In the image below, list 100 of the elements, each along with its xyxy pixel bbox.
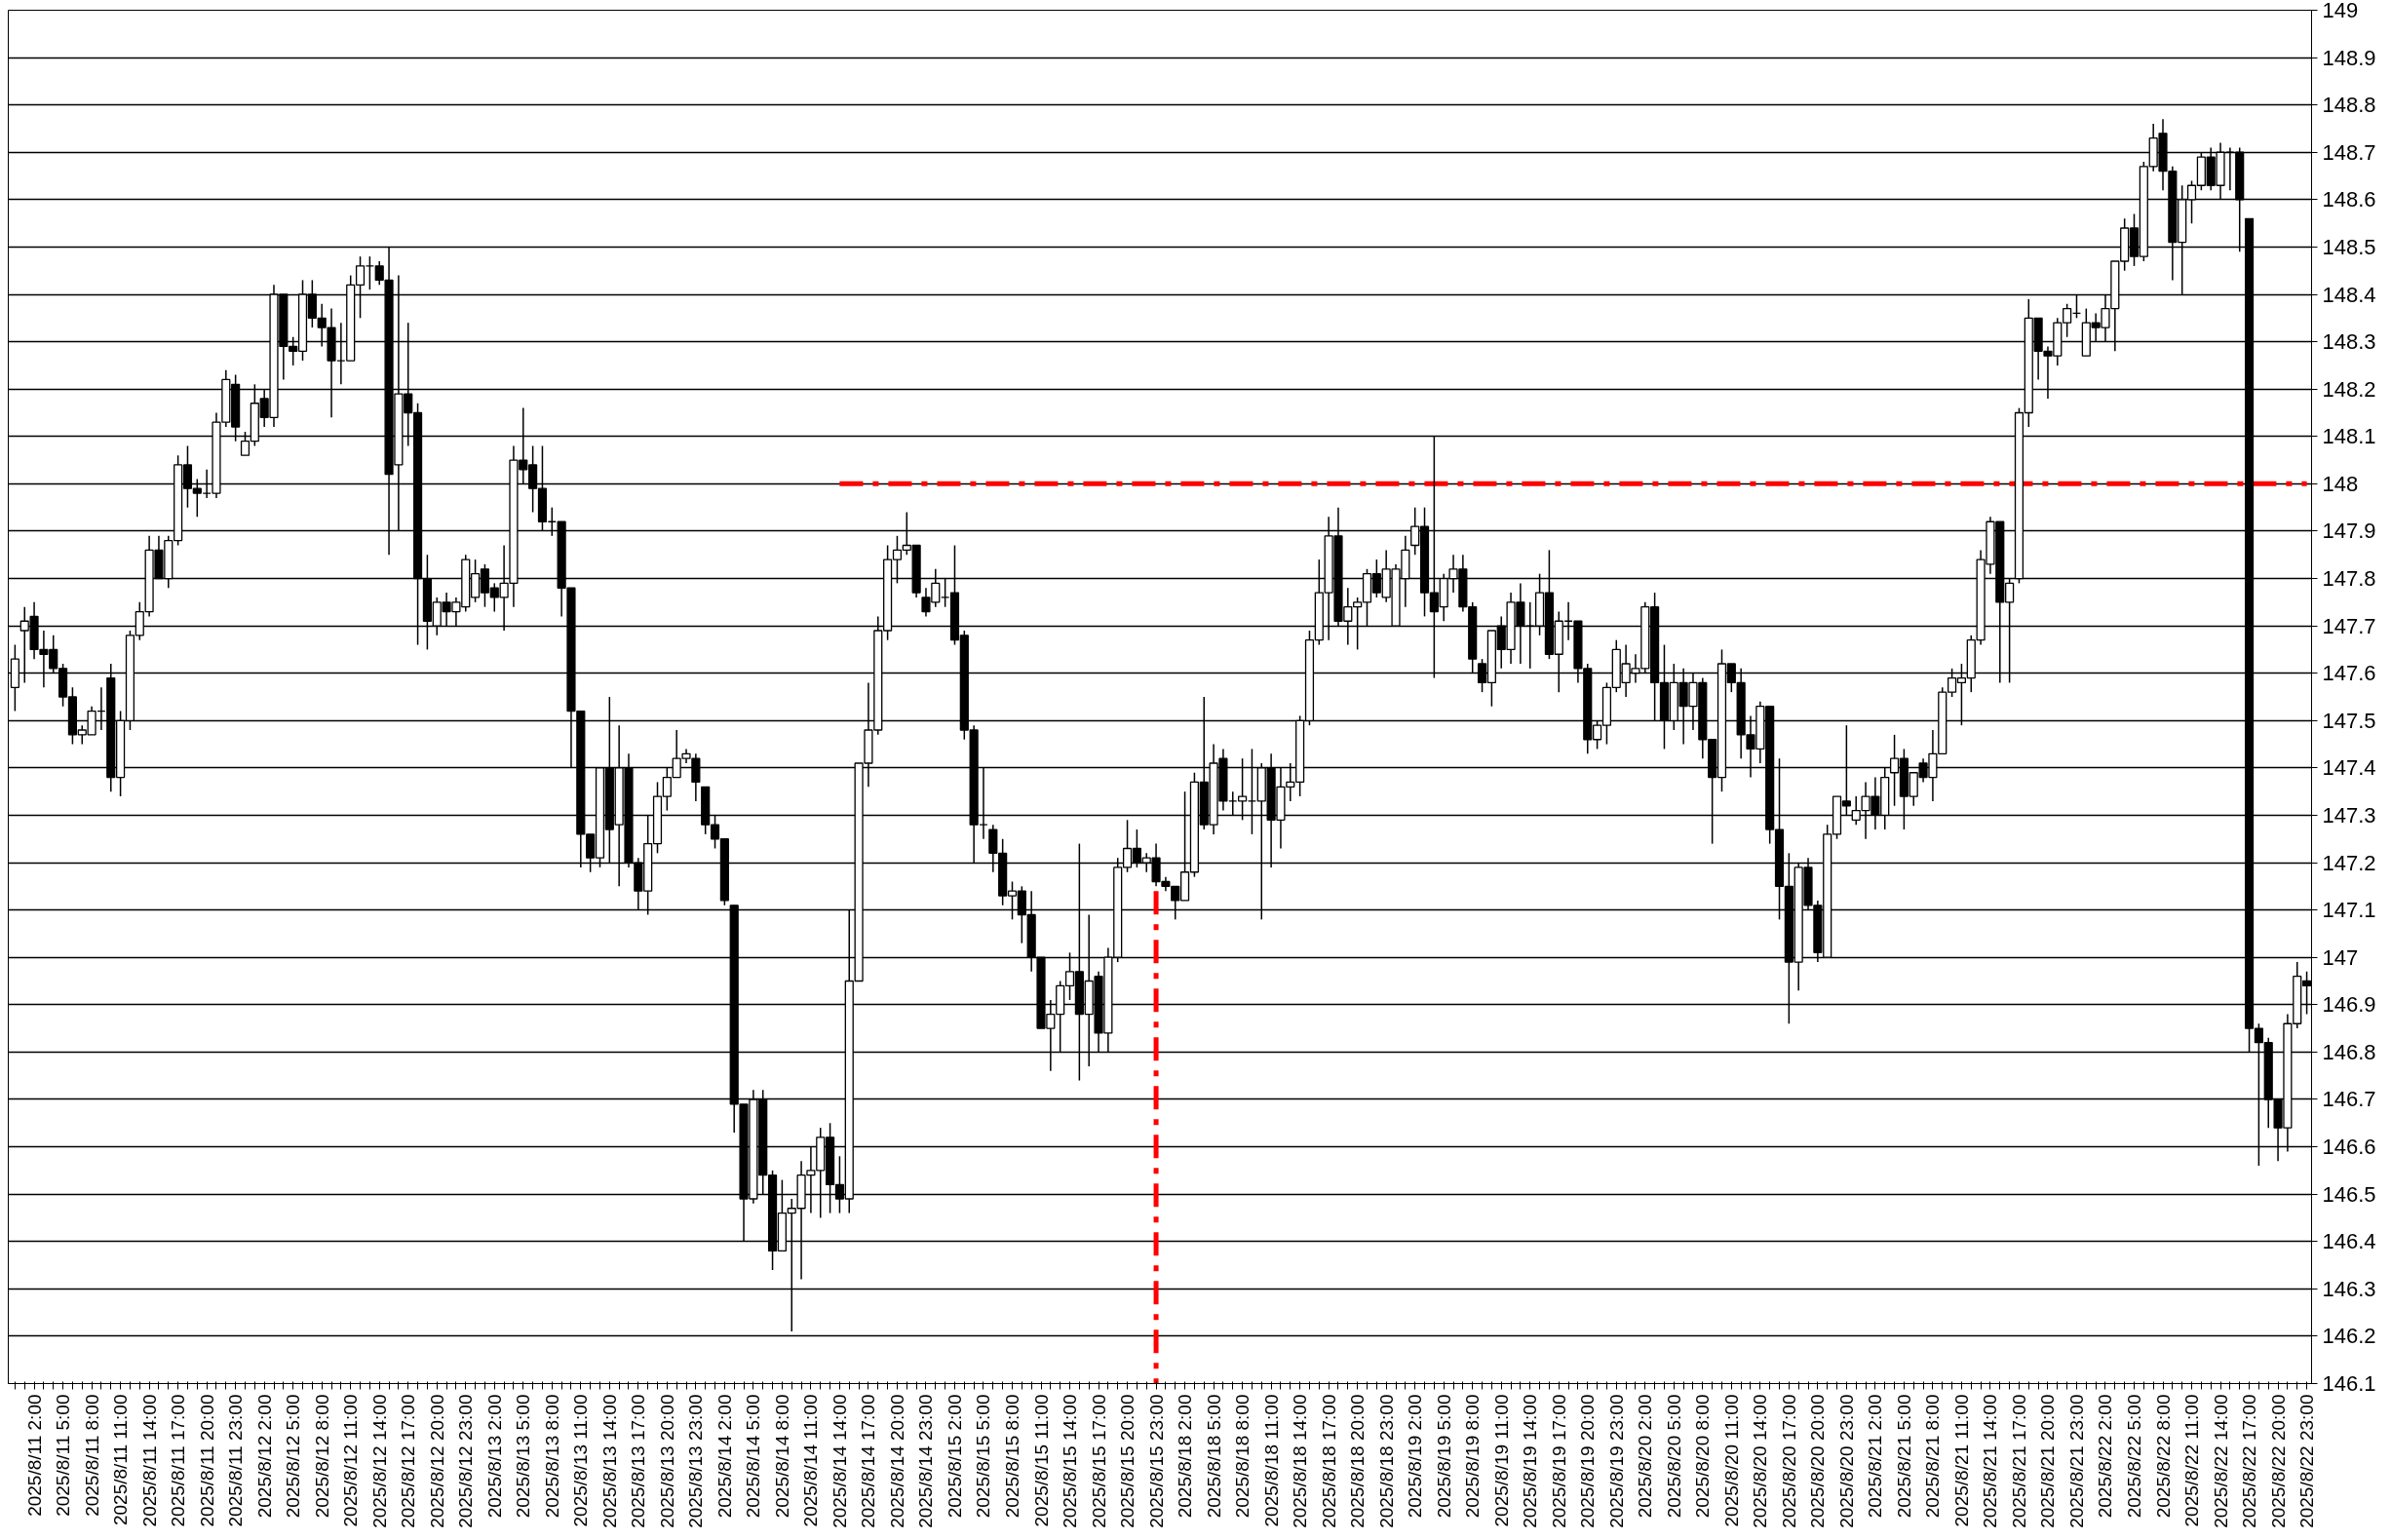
x-tick-label: 2025/8/22 17:00 — [2239, 1394, 2260, 1528]
x-tick-label: 2025/8/15 11:00 — [1030, 1394, 1052, 1527]
x-tick-label: 2025/8/20 14:00 — [1750, 1394, 1771, 1528]
x-tick-label: 2025/8/19 2:00 — [1405, 1394, 1426, 1519]
x-tick-label: 2025/8/13 8:00 — [541, 1394, 562, 1519]
x-tick-label: 2025/8/11 14:00 — [138, 1394, 160, 1527]
x-tick-label: 2025/8/14 20:00 — [886, 1394, 907, 1528]
x-tick-label: 2025/8/22 20:00 — [2267, 1394, 2289, 1528]
x-tick-label: 2025/8/20 20:00 — [1807, 1394, 1829, 1528]
y-tick-label: 148.4 — [2322, 282, 2376, 307]
x-tick-label: 2025/8/20 5:00 — [1663, 1394, 1684, 1519]
x-tick-label: 2025/8/14 5:00 — [743, 1394, 764, 1519]
y-tick-label: 148.3 — [2322, 329, 2376, 355]
x-tick-label: 2025/8/20 11:00 — [1720, 1394, 1742, 1527]
y-tick-label: 147.6 — [2322, 661, 2376, 686]
x-tick-label: 2025/8/19 17:00 — [1548, 1394, 1569, 1528]
x-tick-label: 2025/8/18 17:00 — [1318, 1394, 1339, 1528]
x-tick-label: 2025/8/21 23:00 — [2065, 1394, 2087, 1528]
x-tick-label: 2025/8/12 11:00 — [340, 1394, 362, 1527]
x-tick-label: 2025/8/11 11:00 — [110, 1394, 132, 1526]
y-tick-label: 146.2 — [2322, 1324, 2376, 1349]
x-tick-label: 2025/8/18 23:00 — [1375, 1394, 1397, 1528]
x-tick-label: 2025/8/12 2:00 — [253, 1394, 275, 1519]
x-tick-label: 2025/8/22 2:00 — [2095, 1394, 2116, 1519]
x-tick-label: 2025/8/20 23:00 — [1835, 1394, 1857, 1528]
y-tick-label: 146.9 — [2322, 992, 2376, 1018]
x-tick-label: 2025/8/13 17:00 — [628, 1394, 649, 1528]
x-tick-label: 2025/8/22 11:00 — [2181, 1394, 2203, 1527]
x-tick-label: 2025/8/19 14:00 — [1520, 1394, 1541, 1528]
y-tick-label: 148.1 — [2322, 424, 2376, 449]
x-tick-label: 2025/8/18 5:00 — [1203, 1394, 1224, 1519]
x-tick-label: 2025/8/11 17:00 — [168, 1394, 189, 1527]
x-tick-label: 2025/8/15 8:00 — [1002, 1394, 1022, 1519]
x-tick-label: 2025/8/13 2:00 — [483, 1394, 505, 1519]
x-tick-label: 2025/8/21 2:00 — [1865, 1394, 1886, 1519]
y-tick-label: 147.8 — [2322, 566, 2376, 592]
y-tick-label: 146.7 — [2322, 1087, 2376, 1112]
x-tick-label: 2025/8/11 8:00 — [81, 1394, 102, 1517]
y-tick-label: 146.5 — [2322, 1181, 2376, 1207]
y-tick-label: 147.7 — [2322, 613, 2376, 638]
y-tick-label: 148.8 — [2322, 93, 2376, 118]
x-tick-label: 2025/8/11 20:00 — [196, 1394, 217, 1527]
x-tick-label: 2025/8/22 8:00 — [2152, 1394, 2174, 1519]
x-tick-label: 2025/8/15 14:00 — [1060, 1394, 1081, 1528]
y-tick-label: 148.5 — [2322, 234, 2376, 259]
x-tick-label: 2025/8/13 20:00 — [656, 1394, 677, 1528]
x-tick-label: 2025/8/19 20:00 — [1577, 1394, 1599, 1528]
x-tick-label: 2025/8/13 5:00 — [513, 1394, 534, 1519]
y-tick-label: 148.2 — [2322, 376, 2376, 402]
x-tick-label: 2025/8/22 23:00 — [2296, 1394, 2318, 1528]
y-tick-label: 148.7 — [2322, 139, 2376, 165]
y-tick-label: 147.5 — [2322, 708, 2376, 733]
y-tick-label: 147.2 — [2322, 850, 2376, 875]
x-tick-label: 2025/8/15 20:00 — [1117, 1394, 1138, 1528]
x-tick-label: 2025/8/19 8:00 — [1462, 1394, 1484, 1519]
x-tick-label: 2025/8/21 17:00 — [2008, 1394, 2029, 1528]
x-tick-label: 2025/8/15 5:00 — [973, 1394, 994, 1519]
y-tick-label: 148.6 — [2322, 187, 2376, 212]
x-tick-label: 2025/8/21 14:00 — [1980, 1394, 2001, 1528]
x-tick-label: 2025/8/19 23:00 — [1605, 1394, 1627, 1528]
x-tick-label: 2025/8/19 5:00 — [1433, 1394, 1454, 1519]
y-tick-label: 147 — [2322, 944, 2359, 970]
x-tick-label: 2025/8/15 23:00 — [1145, 1394, 1167, 1528]
x-tick-label: 2025/8/13 23:00 — [685, 1394, 707, 1528]
y-tick-label: 147.3 — [2322, 802, 2376, 828]
x-tick-label: 2025/8/11 2:00 — [23, 1394, 45, 1517]
x-tick-label: 2025/8/22 14:00 — [2210, 1394, 2231, 1528]
x-tick-label: 2025/8/11 23:00 — [225, 1394, 247, 1527]
x-tick-label: 2025/8/14 14:00 — [829, 1394, 850, 1528]
x-tick-label: 2025/8/12 5:00 — [283, 1394, 304, 1519]
x-tick-label: 2025/8/13 14:00 — [598, 1394, 620, 1528]
y-tick-label: 147.1 — [2322, 898, 2376, 923]
x-tick-label: 2025/8/20 17:00 — [1778, 1394, 1799, 1528]
y-tick-label: 149 — [2322, 0, 2359, 22]
x-tick-label: 2025/8/15 17:00 — [1088, 1394, 1109, 1528]
x-tick-label: 2025/8/12 23:00 — [455, 1394, 477, 1528]
x-tick-label: 2025/8/21 5:00 — [1893, 1394, 1914, 1519]
x-tick-label: 2025/8/18 20:00 — [1347, 1394, 1369, 1528]
x-tick-label: 2025/8/18 2:00 — [1175, 1394, 1196, 1519]
x-tick-label: 2025/8/12 20:00 — [426, 1394, 447, 1528]
y-tick-label: 146.4 — [2322, 1229, 2376, 1254]
x-tick-label: 2025/8/21 11:00 — [1950, 1394, 1972, 1527]
x-tick-label: 2025/8/13 11:00 — [570, 1394, 592, 1527]
y-tick-label: 146.6 — [2322, 1135, 2376, 1160]
x-tick-label: 2025/8/21 20:00 — [2037, 1394, 2059, 1528]
x-tick-label: 2025/8/20 8:00 — [1692, 1394, 1714, 1519]
x-tick-label: 2025/8/12 8:00 — [311, 1394, 332, 1519]
x-tick-label: 2025/8/14 17:00 — [858, 1394, 879, 1528]
y-tick-label: 146.8 — [2322, 1039, 2376, 1064]
x-tick-label: 2025/8/18 8:00 — [1232, 1394, 1253, 1519]
y-tick-label: 147.9 — [2322, 519, 2376, 544]
x-tick-label: 2025/8/21 8:00 — [1922, 1394, 1944, 1519]
x-tick-label: 2025/8/19 11:00 — [1490, 1394, 1512, 1527]
y-tick-label: 146.1 — [2322, 1371, 2376, 1396]
x-tick-label: 2025/8/12 17:00 — [398, 1394, 419, 1528]
y-tick-label: 148 — [2322, 471, 2359, 496]
x-tick-label: 2025/8/20 2:00 — [1635, 1394, 1656, 1519]
y-tick-label: 148.9 — [2322, 45, 2376, 70]
x-tick-label: 2025/8/15 2:00 — [944, 1394, 965, 1519]
x-tick-label: 2025/8/11 5:00 — [53, 1394, 74, 1517]
